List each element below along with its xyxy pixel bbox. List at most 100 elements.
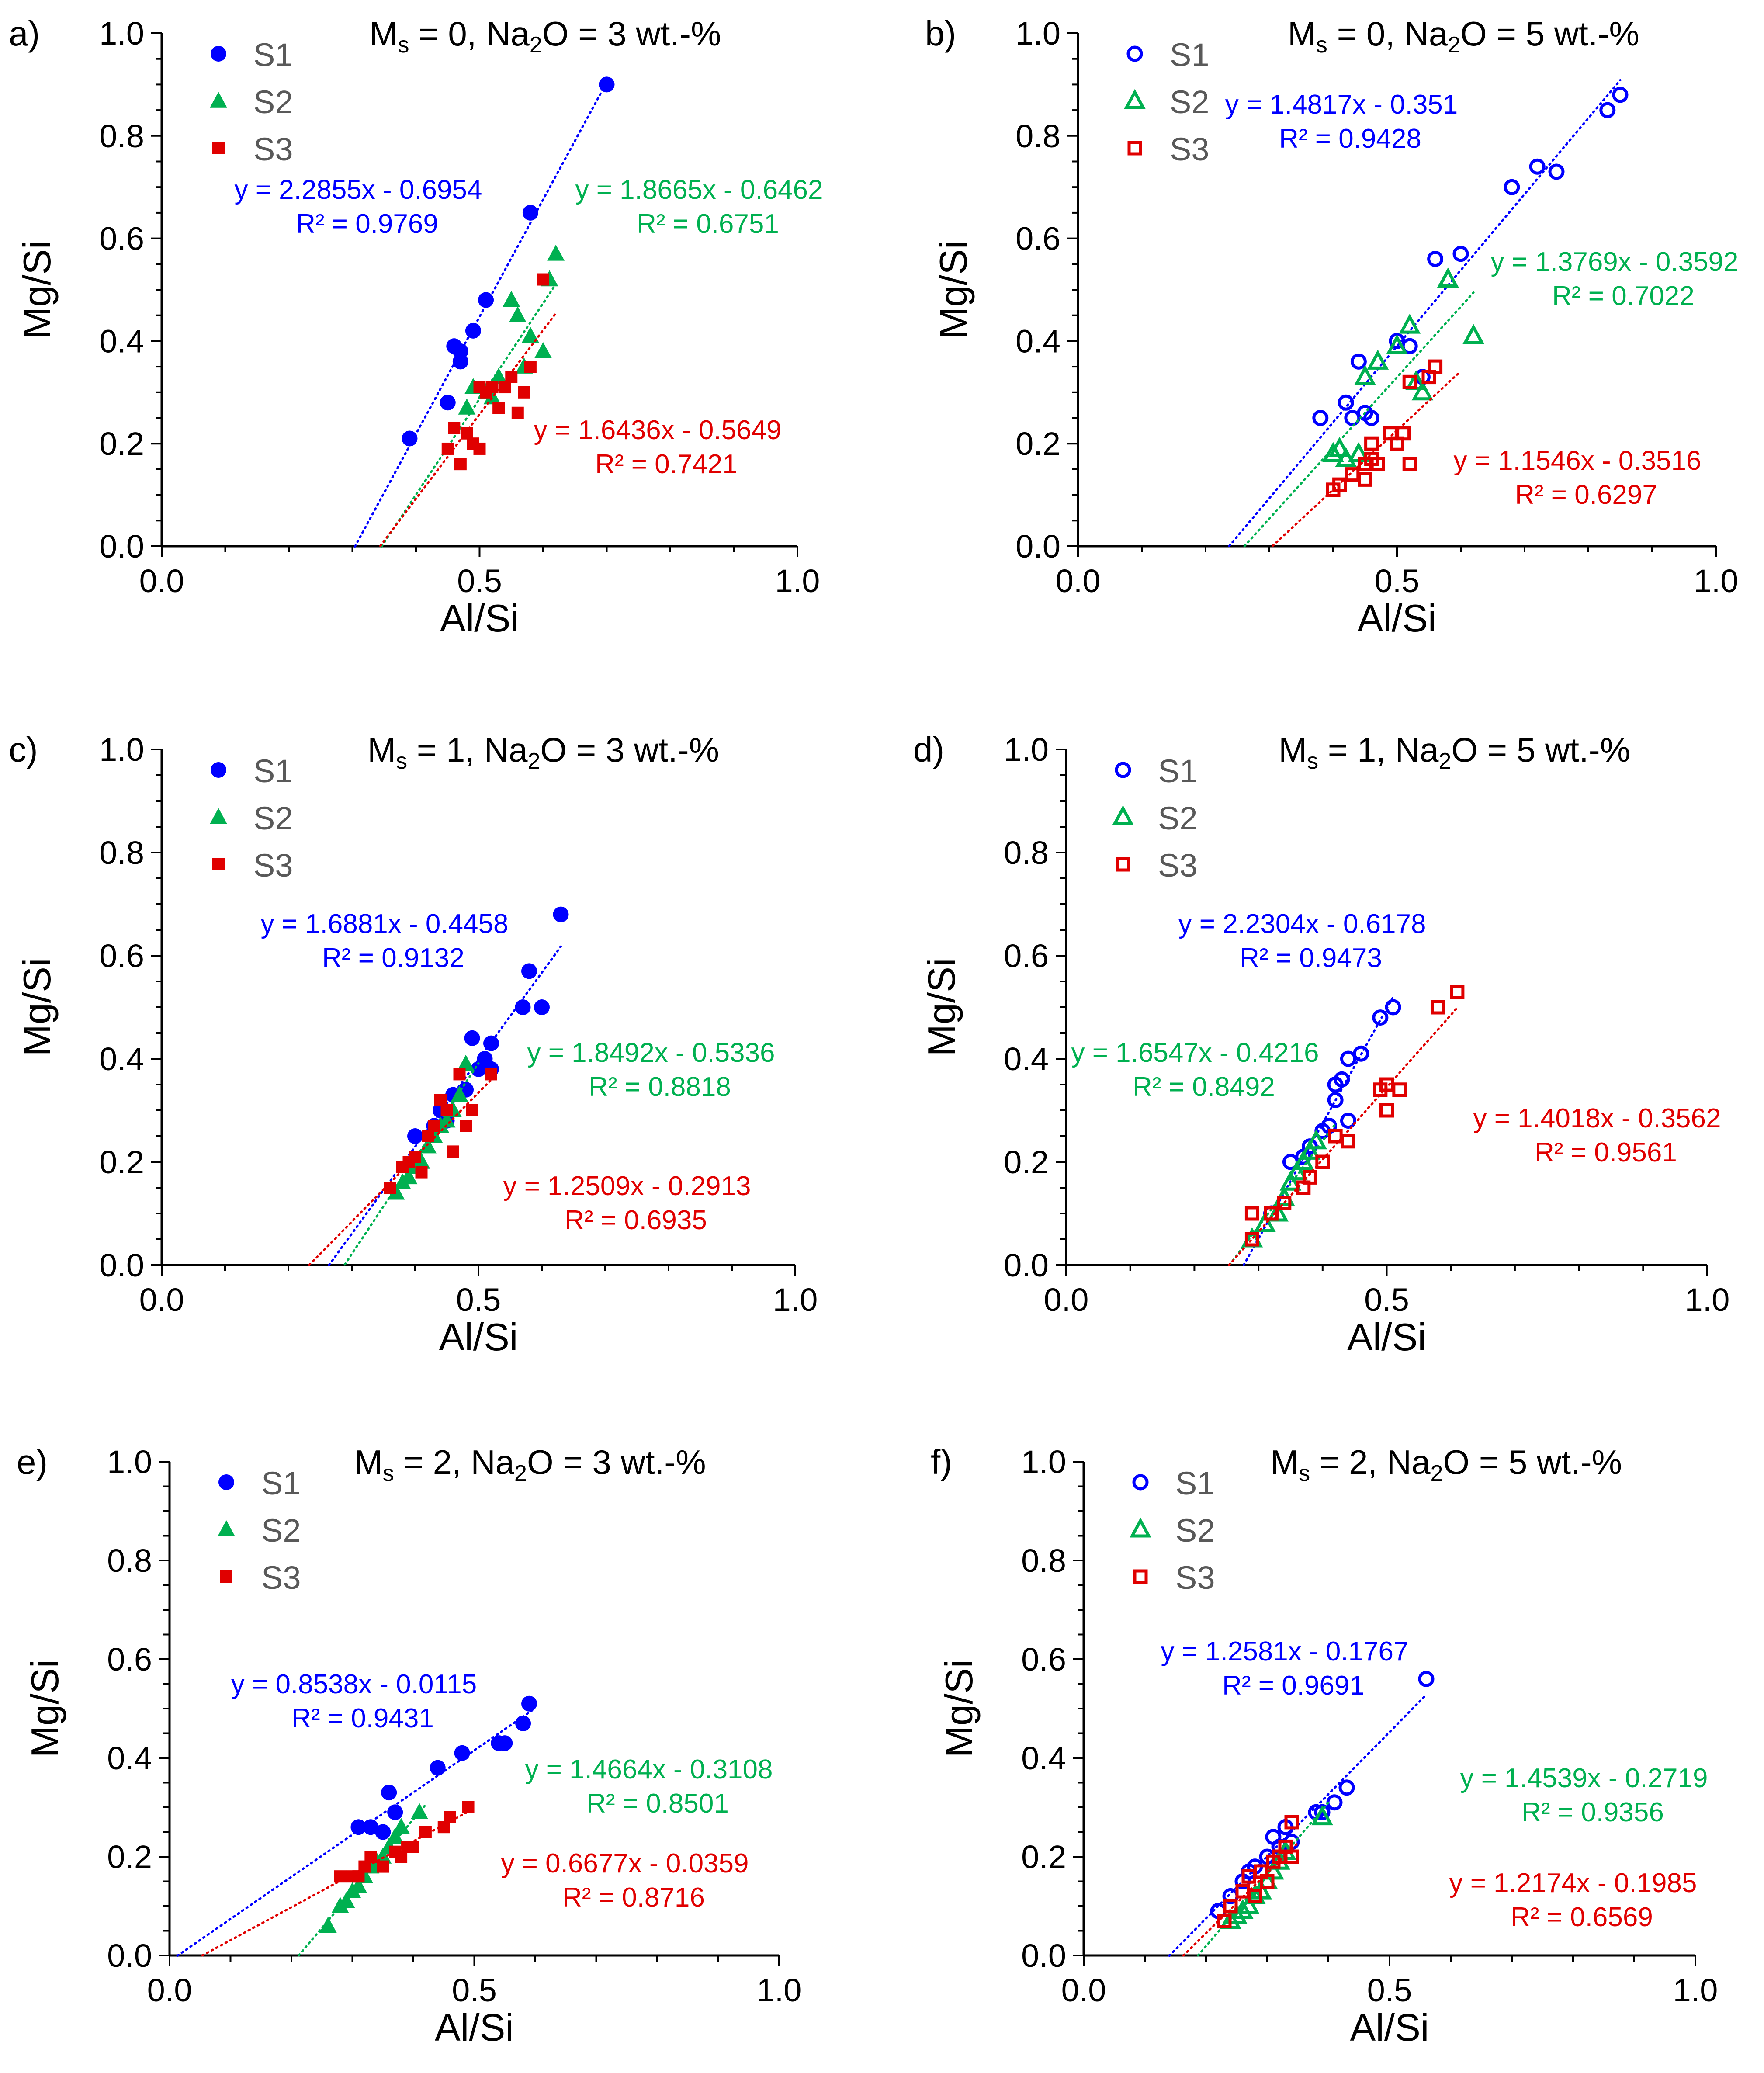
- data-point: [1354, 365, 1376, 385]
- series-s1: y = 1.2581x - 0.1767 R² = 0.9691: [1161, 1636, 1435, 1957]
- data-point: [521, 1695, 537, 1712]
- data-point: [319, 1917, 337, 1933]
- title-subscript: 2: [1448, 32, 1460, 58]
- title-text: M: [1270, 1443, 1299, 1481]
- data-point: [460, 1120, 472, 1132]
- y-tick-label: 0.4: [1021, 1740, 1066, 1776]
- data-point: [438, 1111, 456, 1128]
- data-point: [1279, 1170, 1302, 1191]
- data-point: [461, 427, 473, 440]
- title-text: = 0, Na: [409, 14, 530, 53]
- data-point: [419, 1826, 432, 1838]
- legend-label-s2: S2: [1175, 1512, 1215, 1549]
- data-point: [483, 1035, 499, 1051]
- y-tick-label: 0.6: [99, 938, 144, 974]
- fit-r2-label: R² = 0.9431: [291, 1703, 434, 1733]
- y-tick-label: 0.4: [1004, 1041, 1049, 1077]
- y-tick-label: 0.8: [99, 118, 144, 154]
- y-axis-label: Mg/Si: [937, 1660, 981, 1758]
- chart-panel-b: 0.0 0.5 1.0 0.0 0.2 0.4 0.6 0.8 1.0 Al/Si Mg/Si b) M…: [925, 14, 1739, 640]
- legend-marker-s3: [1133, 1569, 1148, 1584]
- data-point: [447, 1145, 459, 1158]
- data-point: [451, 1085, 468, 1102]
- data-point: [1353, 1045, 1369, 1062]
- data-point: [1260, 1874, 1275, 1889]
- data-point: [1437, 267, 1459, 288]
- x-tick-label: 0.0: [1061, 1972, 1106, 2008]
- data-point: [453, 1068, 466, 1081]
- data-point: [1338, 1779, 1355, 1796]
- fit-r2-label: R² = 0.9132: [322, 943, 464, 973]
- data-point: [1254, 1212, 1276, 1232]
- legend-marker-s3: [220, 1570, 232, 1583]
- data-point: [1363, 410, 1380, 426]
- data-point: [387, 1183, 405, 1200]
- x-tick-label: 1.0: [757, 1972, 802, 2008]
- chart-title: Ms = 2, Na2O = 5 wt.-%: [1270, 1443, 1622, 1486]
- y-tick-label: 0.0: [1004, 1247, 1049, 1283]
- data-point: [1358, 472, 1372, 487]
- y-axis-label: Mg/Si: [15, 241, 59, 339]
- title-text: O = 3 wt.-%: [527, 1443, 706, 1481]
- data-point: [1238, 1894, 1260, 1914]
- data-point: [1386, 334, 1408, 354]
- legend-marker-s1: [218, 1474, 234, 1490]
- data-point: [377, 1860, 389, 1873]
- y-tick-label: 0.0: [1021, 1938, 1066, 1974]
- fit-r2-label: R² = 0.7421: [595, 449, 738, 479]
- chart-panel-d: 0.0 0.5 1.0 0.0 0.2 0.4 0.6 0.8 1.0 Al/Si Mg/Si d) M…: [913, 730, 1729, 1359]
- title-subscript: 2: [1430, 1461, 1443, 1486]
- data-point: [521, 963, 537, 979]
- series-s2: y = 1.4664x - 0.3108 R² = 0.8501: [298, 1754, 773, 1957]
- legend-label-s1: S1: [253, 37, 293, 73]
- trendline-s1: [1242, 996, 1394, 1266]
- data-point: [511, 406, 524, 419]
- fit-r2-label: R² = 0.6569: [1511, 1902, 1653, 1932]
- data-point: [465, 322, 481, 339]
- data-point: [1370, 457, 1385, 471]
- data-point: [412, 1153, 430, 1169]
- trendline-s2: [1243, 291, 1475, 548]
- y-tick-label: 0.2: [99, 426, 144, 462]
- fit-equation-label: y = 1.2174x - 0.1985: [1449, 1868, 1697, 1898]
- data-point: [524, 361, 537, 373]
- data-point: [1311, 1805, 1333, 1826]
- legend-label-s1: S1: [1175, 1465, 1215, 1501]
- data-point: [364, 1851, 377, 1863]
- data-point: [1450, 985, 1465, 999]
- data-point: [464, 1030, 480, 1046]
- fit-equation-label: y = 1.2581x - 0.1767: [1161, 1636, 1408, 1667]
- data-point: [1334, 1071, 1350, 1088]
- title-subscript: 2: [530, 32, 542, 58]
- x-tick-label: 0.5: [456, 1282, 501, 1318]
- data-point: [1379, 1103, 1394, 1118]
- series-s3: y = 1.1546x - 0.3516 R² = 0.6297: [1271, 359, 1702, 547]
- data-point: [1427, 251, 1444, 267]
- data-point: [515, 999, 531, 1015]
- title-text: O = 5 wt.-%: [1451, 731, 1630, 769]
- data-point: [1462, 324, 1485, 344]
- legend-label-s3: S3: [1158, 847, 1198, 884]
- legend-marker-s3: [212, 142, 225, 154]
- data-point: [509, 306, 527, 322]
- panel-label: f): [931, 1442, 952, 1481]
- data-point: [440, 1104, 453, 1116]
- y-tick-label: 1.0: [99, 15, 144, 52]
- legend-label-s1: S1: [1158, 753, 1198, 789]
- fit-equation-label: y = 1.8492x - 0.5336: [527, 1038, 775, 1068]
- chart-panel-e: 0.0 0.5 1.0 0.0 0.2 0.4 0.6 0.8 1.0 Al/Si Mg/Si e) M…: [17, 1442, 801, 2049]
- y-tick-label: 0.8: [1015, 118, 1060, 154]
- fit-r2-label: R² = 0.9691: [1222, 1671, 1365, 1701]
- data-point: [1504, 179, 1520, 195]
- data-point: [534, 999, 550, 1015]
- data-point: [1385, 999, 1401, 1016]
- y-tick-label: 0.6: [1004, 938, 1049, 974]
- legend-label-s2: S2: [261, 1512, 301, 1549]
- data-point: [1299, 1140, 1321, 1160]
- data-point: [1392, 1082, 1407, 1097]
- title-text: = 2, Na: [394, 1443, 515, 1481]
- data-point: [1248, 1889, 1262, 1903]
- data-point: [458, 399, 476, 415]
- data-point: [1332, 477, 1347, 492]
